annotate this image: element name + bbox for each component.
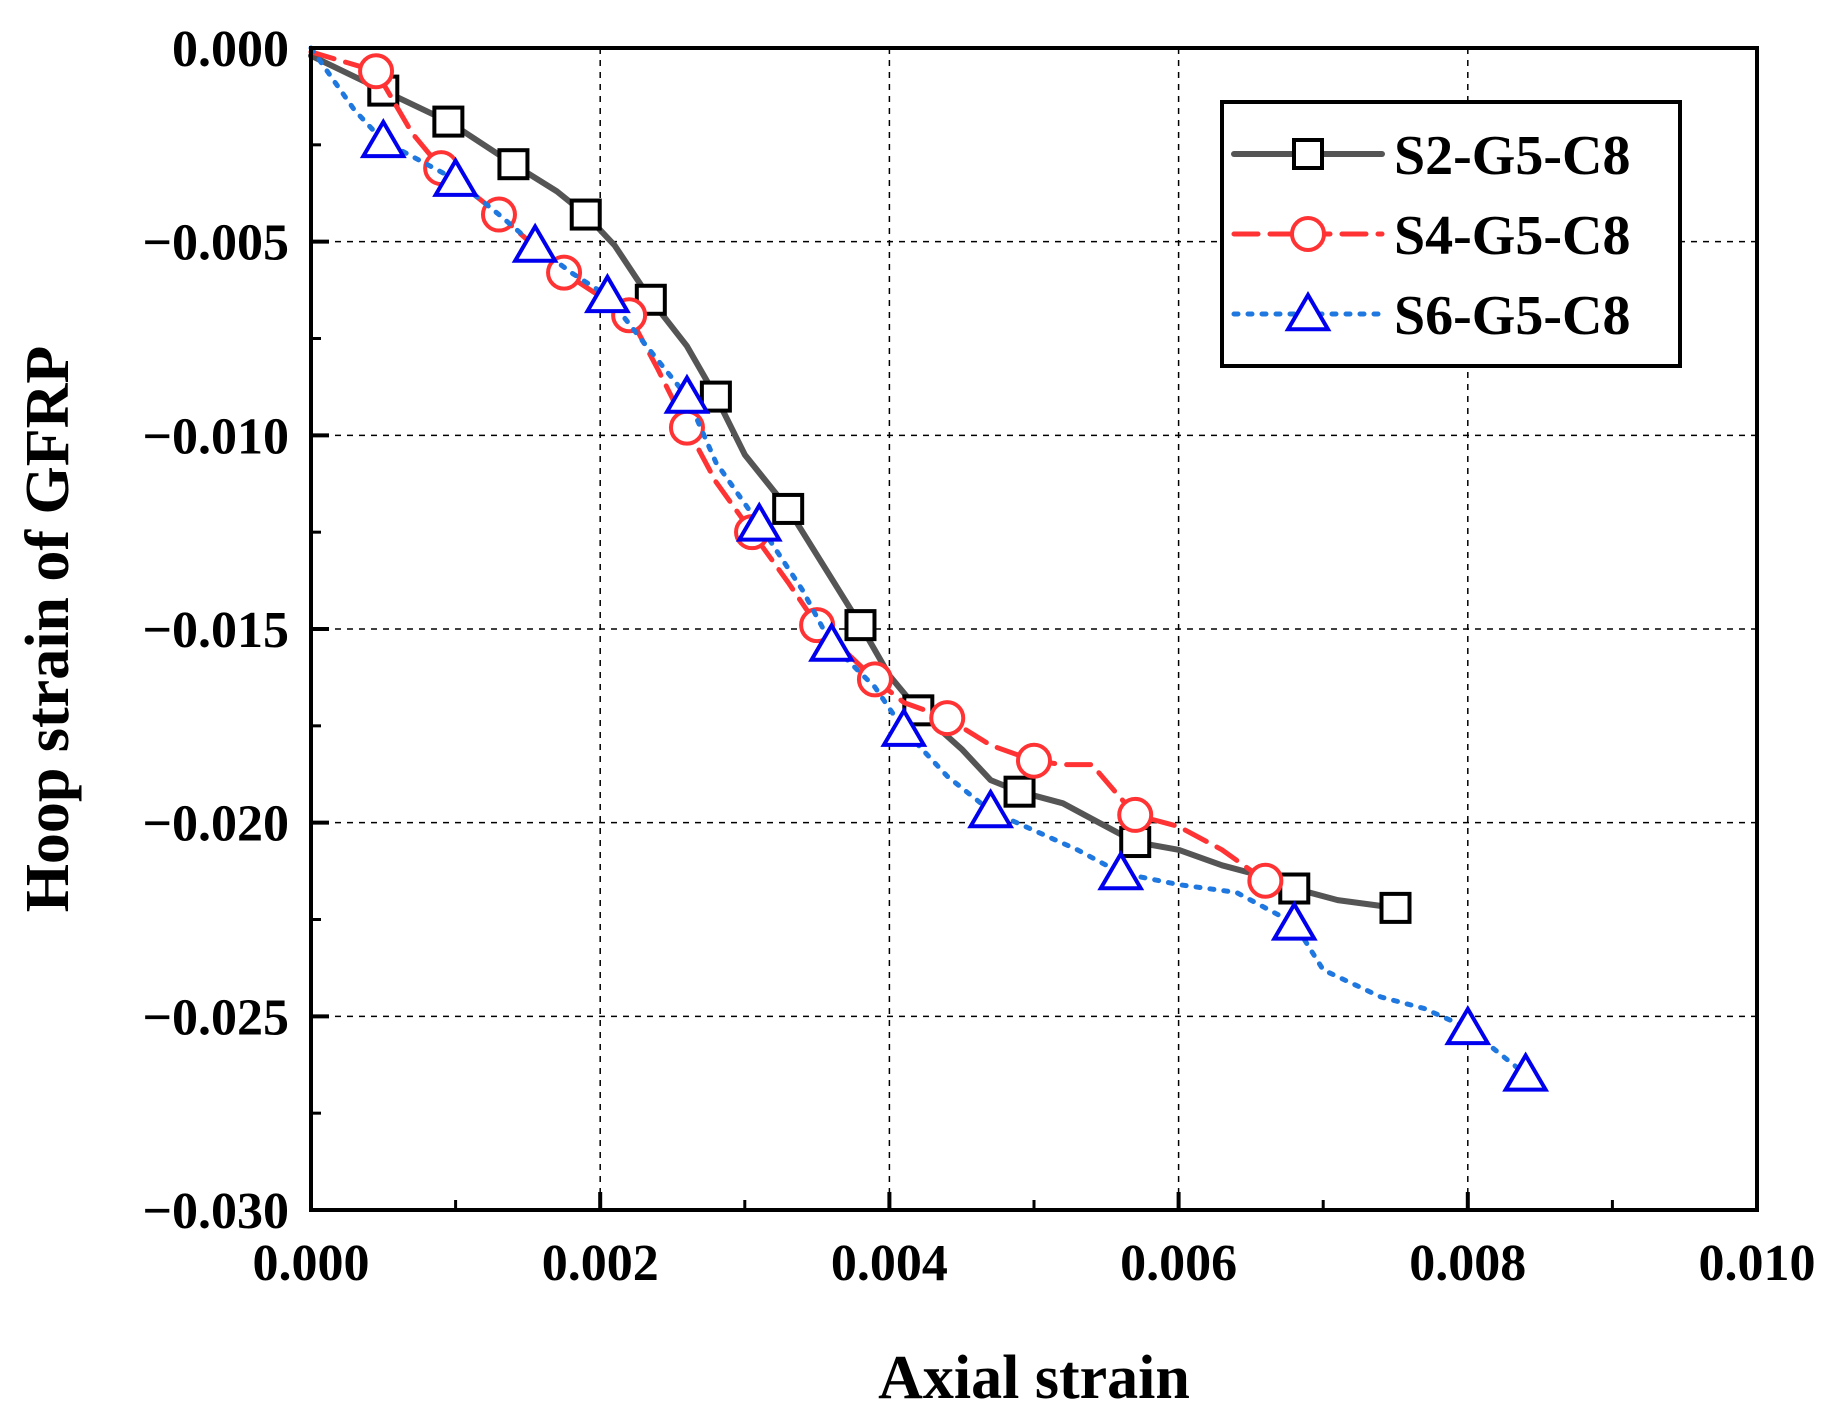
x-tick-label: 0.002 (542, 1235, 659, 1292)
data-point (1502, 1051, 1550, 1092)
data-point (1379, 891, 1412, 924)
data-point (668, 409, 705, 446)
data-point (880, 706, 928, 747)
legend-marker (1290, 216, 1326, 252)
data-point (772, 492, 805, 525)
y-tick-label: −0.015 (142, 602, 289, 659)
y-axis-title: Hoop strain of GFRP (14, 346, 82, 913)
x-tick-label: 0.006 (1120, 1235, 1237, 1292)
data-point (358, 53, 395, 90)
x-axis-title: Axial strain (878, 1344, 1190, 1412)
legend-marker (1292, 138, 1324, 170)
legend-label: S4-G5-C8 (1394, 205, 1630, 267)
data-point (663, 373, 711, 414)
data-point (844, 609, 877, 642)
data-point (1247, 862, 1284, 899)
x-tick-label: 0.000 (253, 1235, 370, 1292)
data-point (699, 380, 732, 413)
data-point (569, 198, 602, 231)
x-tick-label: 0.008 (1409, 1235, 1526, 1292)
data-point (735, 501, 783, 542)
series-S6-G5-C8 (308, 45, 1550, 1092)
data-point (1119, 826, 1152, 859)
data-point (497, 148, 530, 181)
data-point (1003, 775, 1036, 808)
data-point (1270, 900, 1318, 941)
y-tick-label: −0.025 (142, 989, 289, 1046)
data-point (1016, 742, 1052, 779)
legend-label: S2-G5-C8 (1394, 125, 1630, 187)
data-point (359, 117, 407, 159)
data-point (1117, 796, 1154, 833)
data-point (1278, 872, 1311, 905)
data-point (583, 272, 631, 314)
data-point (1097, 850, 1145, 891)
legend: S2-G5-C8 S4-G5-C8 S6-G5-C8 (1220, 100, 1682, 368)
y-tick-label: −0.020 (142, 796, 289, 853)
data-point (856, 661, 893, 698)
data-point (432, 156, 480, 197)
data-point (546, 254, 583, 291)
data-point (1444, 1004, 1492, 1046)
data-point (432, 105, 465, 138)
data-point (808, 621, 855, 662)
data-point (967, 788, 1015, 829)
legend-marker (1284, 291, 1332, 332)
data-point (929, 700, 966, 737)
legend-label: S6-G5-C8 (1394, 285, 1630, 347)
x-tick-label: 0.004 (831, 1235, 948, 1292)
series-layer (308, 45, 1550, 1092)
y-tick-label: 0.000 (172, 21, 289, 78)
data-point (511, 222, 559, 263)
y-tick-label: −0.030 (142, 1183, 289, 1240)
y-tick-label: −0.005 (142, 215, 289, 272)
x-tick-label: 0.010 (1699, 1235, 1816, 1292)
y-tick-label: −0.010 (142, 408, 289, 465)
axis-ticks: 0.000 0.002 0.004 0.006 0.008 0.010 0.000 −0.00… (142, 21, 1815, 1292)
